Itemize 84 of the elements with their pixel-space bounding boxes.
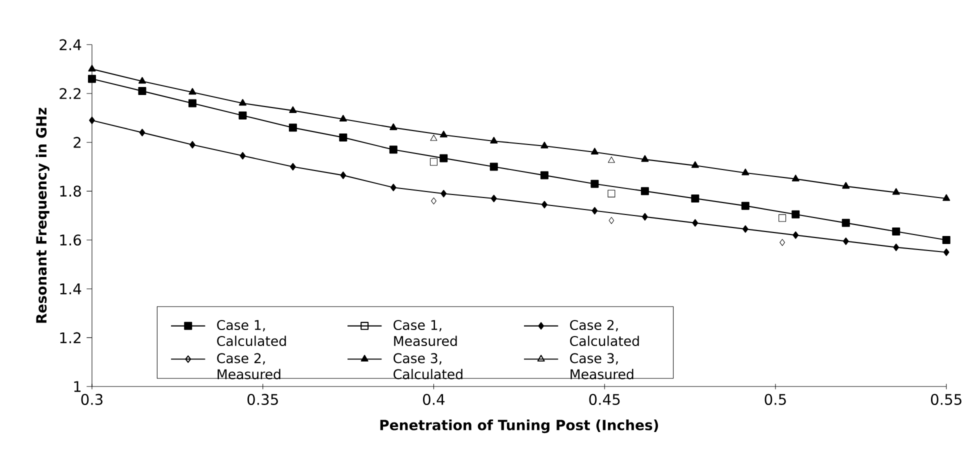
point: [89, 116, 95, 124]
legend-label: Case 1, Measured: [394, 320, 457, 346]
point: [608, 156, 615, 163]
point: [741, 202, 750, 210]
point: [238, 111, 247, 120]
point: [490, 194, 497, 202]
point: [339, 133, 348, 142]
point: [942, 194, 950, 201]
legend-label: Case 2, Measured: [217, 353, 280, 380]
point: [641, 155, 649, 162]
point: [289, 106, 297, 113]
point: [389, 146, 398, 154]
y-tick-label: 2.4: [60, 39, 82, 50]
point: [691, 161, 699, 168]
point: [440, 190, 447, 198]
point: [590, 148, 598, 154]
point: [640, 187, 649, 196]
point: [892, 227, 900, 236]
point: [608, 216, 614, 224]
point: [742, 225, 748, 233]
point: [792, 210, 800, 218]
point: [288, 124, 297, 132]
legend-label: Case 3, Measured: [570, 353, 634, 380]
point: [139, 128, 146, 136]
point: [691, 194, 700, 202]
point: [390, 123, 398, 130]
point: [942, 236, 950, 244]
point: [430, 134, 438, 141]
point: [390, 184, 396, 192]
point: [540, 171, 548, 180]
point: [642, 213, 648, 220]
y-tick-label: 1.8: [60, 186, 81, 197]
point: [440, 130, 448, 138]
x-tick-label: 0.4: [423, 394, 445, 405]
y-tick-label: 1.2: [60, 332, 80, 344]
point: [792, 231, 799, 239]
point: [778, 214, 786, 222]
point: [842, 237, 849, 245]
point: [892, 188, 900, 195]
x-tick-label: 0.3: [81, 394, 102, 405]
point: [490, 162, 498, 171]
y-tick-label: 2: [74, 136, 80, 148]
point: [943, 248, 950, 256]
y-tick-label: 2.2: [60, 88, 80, 99]
point: [138, 86, 146, 95]
x-tick-label: 0.5: [764, 394, 786, 405]
x-tick-label: 0.55: [930, 394, 962, 405]
point: [893, 244, 900, 251]
legend-label: Case 2, Calculated: [570, 320, 639, 346]
point: [608, 190, 616, 198]
point: [188, 99, 196, 108]
point: [430, 158, 438, 166]
y-tick-label: 1: [74, 381, 81, 392]
point: [88, 74, 96, 83]
point: [590, 180, 599, 188]
point: [188, 88, 196, 95]
point: [742, 168, 750, 176]
x-tick-label: 0.35: [247, 394, 278, 405]
point: [780, 238, 785, 246]
point: [490, 136, 498, 144]
y-axis-title: Resonant Frequency in GHz: [36, 108, 50, 323]
point: [692, 219, 698, 227]
point: [440, 154, 448, 162]
point: [339, 114, 347, 122]
legend-label: Case 1, Calculated: [217, 320, 286, 346]
point: [340, 171, 346, 179]
point: [238, 98, 246, 106]
point: [792, 174, 800, 182]
point: [88, 64, 96, 72]
point: [540, 142, 548, 148]
point: [842, 182, 850, 189]
point: [138, 76, 146, 84]
point: [290, 162, 296, 170]
point: [592, 206, 598, 214]
point: [542, 200, 548, 208]
point: [240, 152, 246, 160]
x-tick-label: 0.45: [589, 394, 620, 405]
point: [190, 140, 196, 148]
x-axis-title: Penetration of Tuning Post (Inches): [380, 419, 658, 434]
y-tick-label: 1.6: [60, 234, 82, 246]
point: [431, 197, 436, 204]
point: [842, 218, 850, 227]
y-tick-label: 1.4: [60, 283, 82, 294]
legend-label: Case 3, Calculated: [394, 353, 462, 380]
